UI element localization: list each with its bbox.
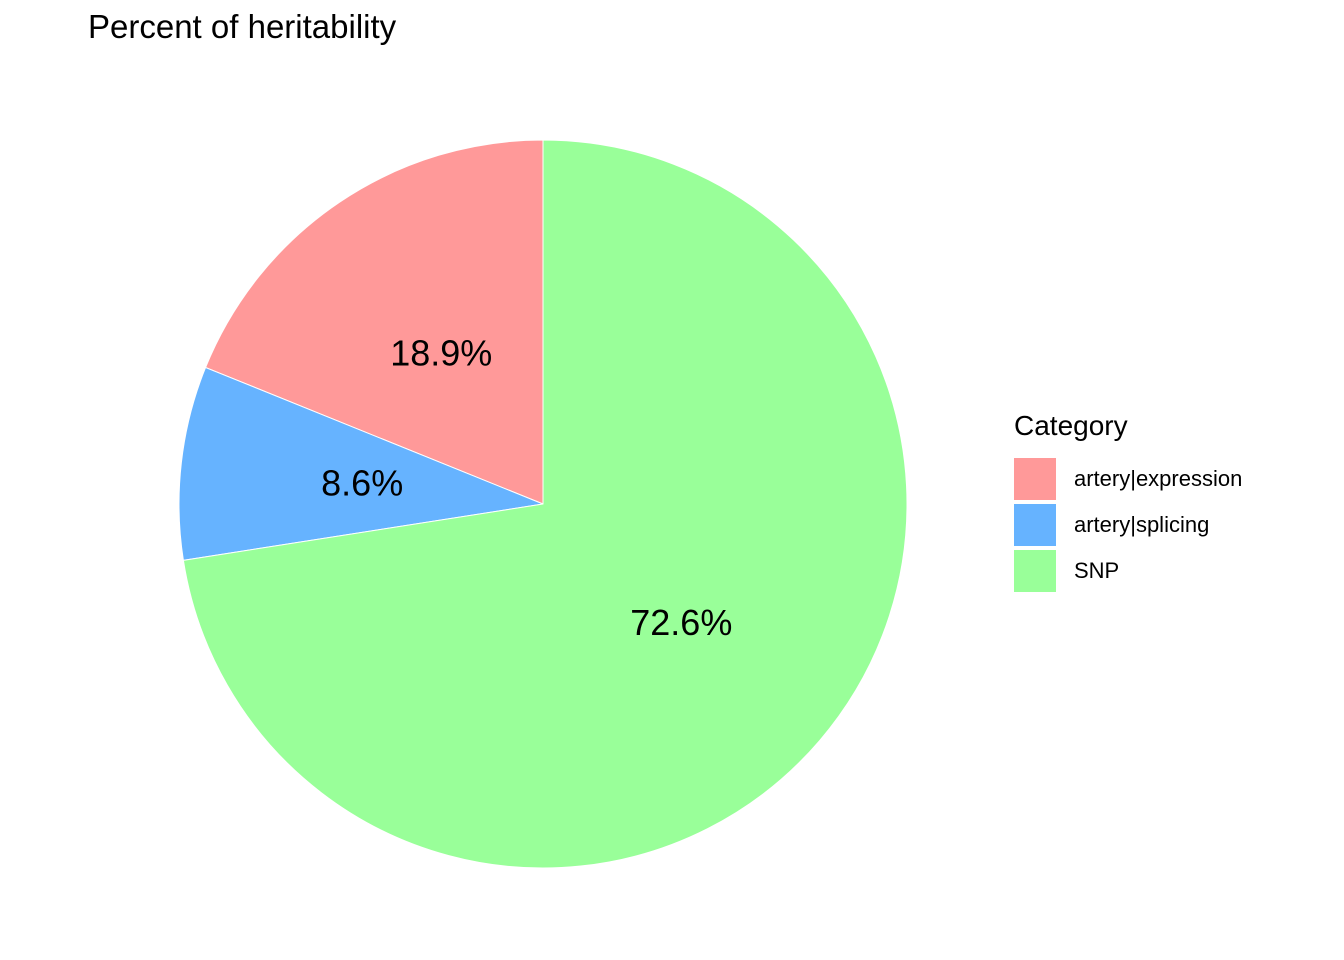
legend-key-artery-splicing bbox=[1014, 504, 1056, 546]
legend-label-artery-splicing: artery|splicing bbox=[1074, 512, 1210, 537]
slice-label-artery-splicing: 8.6% bbox=[321, 463, 403, 504]
legend: Category artery|expression artery|splici… bbox=[1014, 410, 1242, 594]
pie-slice-artery-splicing bbox=[178, 366, 545, 561]
legend-key-snp bbox=[1014, 550, 1056, 592]
slice-label-snp: 72.6% bbox=[630, 602, 732, 643]
chart-title: Percent of heritability bbox=[88, 8, 397, 45]
slice-label-artery-expression: 18.9% bbox=[390, 333, 492, 374]
legend-item-artery-expression: artery|expression bbox=[1014, 456, 1242, 502]
legend-title: Category bbox=[1014, 410, 1128, 441]
legend-label-artery-expression: artery|expression bbox=[1074, 466, 1243, 491]
pie-slice-snp bbox=[182, 139, 908, 869]
legend-item-snp: SNP bbox=[1014, 548, 1242, 594]
pie-slice-artery-expression bbox=[204, 139, 544, 505]
legend-item-artery-splicing: artery|splicing bbox=[1014, 502, 1242, 548]
legend-key-artery-expression bbox=[1014, 458, 1056, 500]
legend-label-snp: SNP bbox=[1074, 558, 1120, 583]
